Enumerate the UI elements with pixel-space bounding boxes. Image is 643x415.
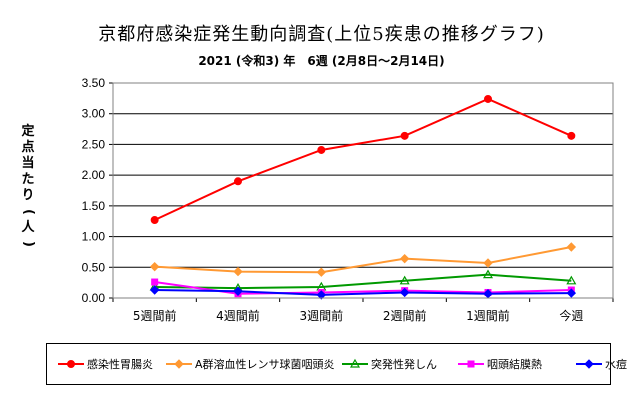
series-line	[154, 273, 572, 290]
y-tick-label: 1.00	[82, 230, 106, 244]
legend-item: 突発性発しん	[341, 356, 437, 372]
x-tick-label: 5週間前	[133, 308, 177, 323]
data-point	[566, 275, 577, 285]
legend-swatch-marker	[467, 360, 475, 368]
series-lines	[149, 94, 577, 300]
legend-label: 水痘	[605, 358, 627, 371]
y-tick-label: 0.00	[82, 291, 106, 305]
data-point	[399, 275, 410, 285]
data-point	[484, 94, 492, 103]
legend-label: A群溶血性レンサ球菌咽頭炎	[195, 358, 335, 371]
x-tick-label: 今週	[559, 308, 583, 323]
line-chart: 0.00 0.50 1.00 1.50 2.00 2.50 3.00 3.50 5週間前 4週間…	[82, 76, 614, 323]
series-line	[154, 97, 572, 221]
legend-item: 感染性胃腸炎	[57, 356, 153, 372]
data-point	[234, 177, 242, 186]
x-tick-label: 2週間前	[383, 308, 427, 323]
y-tick-label: 0.50	[82, 260, 106, 274]
y-axis-label-char: 人	[21, 220, 35, 235]
legend: 感染性胃腸炎 A群溶血性レンサ球菌咽頭炎 突発性発しん 咽頭結膜熱 水痘	[46, 343, 627, 385]
chart-title: 京都府感染症発生動向調査(上位5疾患の推移グラフ)	[98, 24, 545, 45]
data-point	[151, 278, 159, 286]
x-tick-label: 4週間前	[216, 308, 260, 323]
legend-swatch-marker	[349, 358, 361, 368]
data-point	[149, 261, 160, 272]
data-point	[399, 253, 410, 264]
legend-swatch	[58, 360, 84, 368]
y-axis-label-char: り	[21, 188, 35, 203]
y-axis-label-char: 定	[21, 124, 35, 139]
series-line	[154, 246, 572, 274]
y-axis-ticks: 0.00 0.50 1.00 1.50 2.00 2.50 3.00 3.50	[82, 76, 113, 305]
y-tick-label: 3.00	[82, 107, 106, 121]
series-3	[149, 269, 577, 292]
data-point	[233, 286, 243, 296]
x-tick-label: 3週間前	[300, 308, 344, 323]
series-5	[149, 285, 577, 300]
data-point	[400, 131, 409, 140]
y-axis-label-char: 点	[21, 140, 35, 155]
data-point	[233, 266, 243, 277]
legend-swatch-marker	[584, 359, 594, 369]
data-point	[566, 242, 577, 252]
series-line	[154, 289, 572, 296]
legend-swatch-marker	[67, 360, 75, 368]
x-tick-label: 1週間前	[466, 308, 510, 323]
series-2	[149, 242, 577, 277]
y-tick-label: 2.00	[82, 168, 106, 182]
data-point	[316, 267, 327, 277]
legend-label: 突発性発しん	[371, 358, 437, 371]
legend-swatch	[576, 359, 602, 369]
legend-swatch-marker	[174, 359, 184, 369]
data-point	[399, 287, 410, 298]
y-axis-label: 定点当たり(人)	[20, 124, 36, 252]
data-point	[316, 290, 327, 300]
legend-item: A群溶血性レンサ球菌咽頭炎	[165, 356, 335, 372]
legend-item: 咽頭結膜熱	[457, 356, 542, 372]
legend-swatch	[458, 360, 484, 368]
data-point	[150, 215, 159, 224]
legend-swatch	[342, 358, 368, 368]
data-point	[567, 131, 576, 140]
y-axis-label-char: 当	[21, 156, 35, 171]
data-point	[317, 145, 326, 154]
data-point	[483, 258, 493, 268]
y-tick-label: 1.50	[82, 199, 106, 213]
data-point	[482, 269, 494, 279]
legend-swatch	[166, 359, 192, 369]
y-tick-label: 3.50	[82, 76, 106, 90]
data-point	[566, 288, 577, 298]
legend-label: 感染性胃腸炎	[87, 358, 153, 371]
y-axis-label-char: た	[21, 172, 35, 187]
legend-item: 水痘	[575, 356, 627, 372]
plot-area-frame	[112, 82, 614, 299]
legend-label: 咽頭結膜熱	[487, 358, 542, 371]
x-axis-ticks: 5週間前 4週間前 3週間前 2週間前 1週間前 今週	[112, 298, 614, 323]
series-1	[150, 94, 576, 224]
data-point	[149, 285, 160, 295]
chart-subtitle: 2021 (令和3) 年 6週 (2月8日～2月14日)	[198, 54, 445, 68]
y-tick-label: 2.50	[82, 137, 106, 151]
